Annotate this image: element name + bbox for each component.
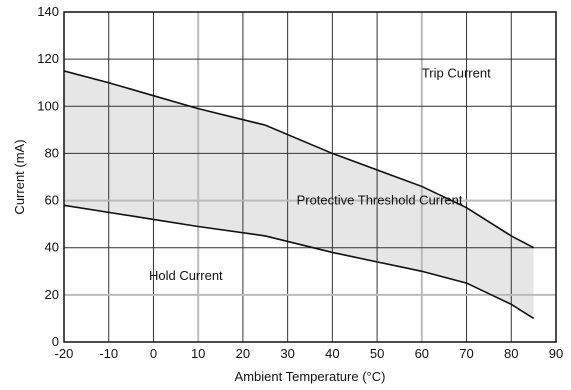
- annotations: Trip Current Protective Threshold Current…: [149, 65, 491, 283]
- y-tick-label: 140: [37, 4, 59, 19]
- x-tick-label: 30: [280, 346, 294, 361]
- y-tick-label: 120: [37, 51, 59, 66]
- plot-frame: [63, 11, 557, 343]
- x-tick-label: 20: [236, 346, 250, 361]
- grid: [64, 12, 556, 342]
- y-tick-label: 100: [37, 98, 59, 113]
- x-tick-label: -10: [99, 346, 118, 361]
- trip-current-line: [63, 70, 535, 249]
- y-tick-label: 80: [45, 145, 59, 160]
- y-tick-labels: 0 20 40 60 80 100 120 140: [37, 4, 59, 349]
- protective-threshold-band: [64, 70, 534, 319]
- y-tick-label: 20: [45, 287, 59, 302]
- x-tick-labels: -20 -10 0 10 20 30 40 50 60 70 80 90: [55, 346, 564, 361]
- x-tick-label: 80: [504, 346, 518, 361]
- x-tick-label: 0: [150, 346, 157, 361]
- x-tick-label: 70: [459, 346, 473, 361]
- y-axis-title: Current (mA): [12, 139, 27, 214]
- y-tick-label: 60: [45, 193, 59, 208]
- region-label: Protective Threshold Current: [297, 193, 463, 208]
- x-tick-label: 50: [370, 346, 384, 361]
- x-tick-label: -20: [55, 346, 74, 361]
- region-label: Trip Current: [422, 65, 491, 80]
- x-tick-label: 10: [191, 346, 205, 361]
- x-tick-label: 40: [325, 346, 339, 361]
- x-tick-label: 60: [415, 346, 429, 361]
- x-tick-label: 90: [549, 346, 563, 361]
- region-label: Hold Current: [149, 268, 223, 283]
- y-tick-label: 0: [52, 334, 59, 349]
- y-tick-label: 40: [45, 240, 59, 255]
- x-axis-title: Ambient Temperature (°C): [235, 369, 386, 384]
- hold-current-line: [63, 204, 535, 320]
